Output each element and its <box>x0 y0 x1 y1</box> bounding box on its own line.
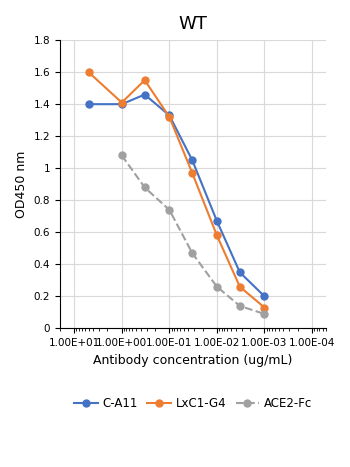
ACE2-Fc <box>238 303 242 309</box>
C-A11 <box>142 92 147 97</box>
LxC1-G4 <box>238 284 242 290</box>
Line: C-A11: C-A11 <box>85 91 268 300</box>
C-A11 <box>215 218 219 224</box>
ACE2-Fc <box>190 250 194 256</box>
LxC1-G4 <box>86 69 91 75</box>
C-A11 <box>190 157 194 163</box>
LxC1-G4 <box>190 170 194 176</box>
Line: LxC1-G4: LxC1-G4 <box>85 69 268 311</box>
LxC1-G4 <box>215 233 219 238</box>
Legend: C-A11, LxC1-G4, ACE2-Fc: C-A11, LxC1-G4, ACE2-Fc <box>69 392 317 414</box>
X-axis label: Antibody concentration (ug/mL): Antibody concentration (ug/mL) <box>93 354 293 367</box>
ACE2-Fc <box>142 184 147 190</box>
LxC1-G4 <box>120 100 124 106</box>
LxC1-G4 <box>167 114 172 120</box>
C-A11 <box>167 113 172 118</box>
Title: WT: WT <box>179 15 208 33</box>
C-A11 <box>238 269 242 275</box>
C-A11 <box>86 101 91 107</box>
C-A11 <box>262 294 267 299</box>
LxC1-G4 <box>142 78 147 83</box>
Line: ACE2-Fc: ACE2-Fc <box>118 152 268 318</box>
ACE2-Fc <box>262 311 267 317</box>
LxC1-G4 <box>262 305 267 311</box>
C-A11 <box>120 101 124 107</box>
ACE2-Fc <box>215 284 219 290</box>
ACE2-Fc <box>120 153 124 158</box>
Y-axis label: OD450 nm: OD450 nm <box>15 150 28 218</box>
ACE2-Fc <box>167 207 172 212</box>
